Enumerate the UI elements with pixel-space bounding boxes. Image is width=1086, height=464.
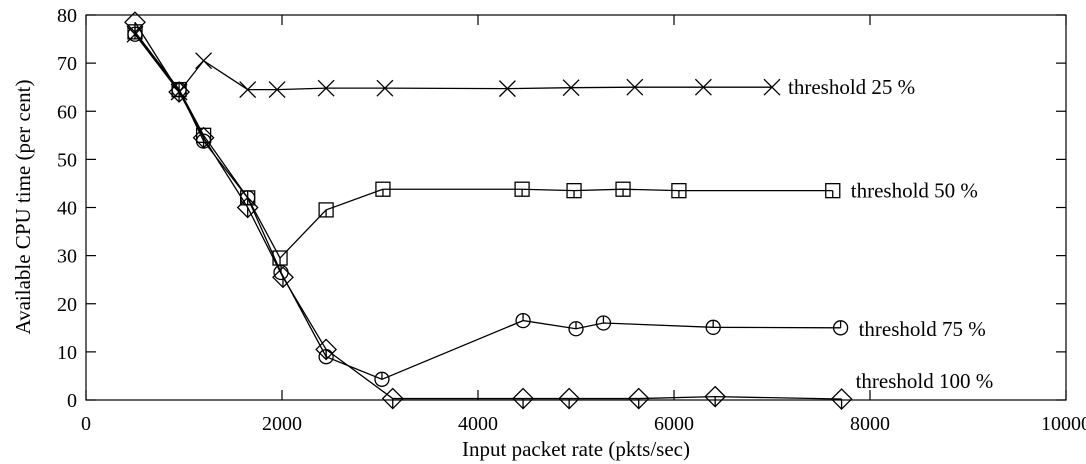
circle-marker <box>374 371 390 387</box>
series-label: threshold 100 % <box>856 369 994 393</box>
diamond-marker <box>627 387 650 410</box>
series-markers <box>124 11 853 410</box>
square-marker <box>825 183 841 199</box>
x-marker <box>239 81 257 99</box>
square-marker <box>566 183 582 199</box>
y-tick-label: 0 <box>67 390 77 412</box>
diamond-marker <box>272 266 294 289</box>
y-tick-label: 20 <box>57 294 77 316</box>
x-marker <box>268 81 286 99</box>
square-marker <box>671 183 687 199</box>
series-line <box>134 33 772 94</box>
plot-frame <box>85 14 1067 401</box>
square-marker <box>615 181 631 197</box>
diamond-marker <box>704 385 727 408</box>
x-tick-label: 10000 <box>1041 413 1086 435</box>
circle-marker <box>515 312 531 329</box>
diamond-marker <box>830 388 853 410</box>
diamond-marker <box>168 81 191 103</box>
y-tick-label: 50 <box>57 149 77 171</box>
circle-marker <box>568 321 584 337</box>
y-tick-label: 30 <box>57 246 77 268</box>
x-tick-label: 8000 <box>850 413 890 435</box>
y-tick-label: 60 <box>57 101 77 123</box>
square-marker <box>375 181 391 197</box>
square-marker <box>514 181 530 197</box>
x-tick-label: 6000 <box>654 413 694 435</box>
x-tick-label: 0 <box>81 413 91 435</box>
series-label: threshold 75 % <box>859 317 986 341</box>
circle-marker <box>595 315 612 331</box>
y-tick-label: 40 <box>57 198 77 220</box>
x-marker <box>694 78 712 96</box>
circle-marker <box>705 319 721 335</box>
diamond-marker <box>558 387 581 410</box>
x-tick-label: 4000 <box>458 413 498 435</box>
x-marker <box>317 79 335 97</box>
series-labels: threshold 25 % threshold 50 % threshold 75… <box>788 75 993 393</box>
x-marker <box>562 79 580 97</box>
x-marker <box>498 80 516 98</box>
y-tick-label: 70 <box>57 53 77 75</box>
series-line <box>134 33 841 381</box>
circle-marker <box>832 320 849 336</box>
diamond-marker <box>315 338 338 361</box>
x-marker <box>626 78 644 96</box>
x-marker <box>376 79 394 97</box>
circle-marker <box>273 264 289 281</box>
diamond-marker <box>124 11 146 34</box>
y-tick-label: 80 <box>57 5 77 27</box>
diamond-marker <box>381 387 404 410</box>
series-label: threshold 50 % <box>851 179 978 203</box>
series-line <box>134 31 833 260</box>
x-axis-label: Input packet rate (pkts/sec) <box>462 437 690 461</box>
x-tick-label: 2000 <box>262 413 302 435</box>
x-marker <box>763 78 781 96</box>
series-line <box>134 21 842 400</box>
series-label: threshold 25 % <box>788 75 915 99</box>
diamond-marker <box>236 196 259 219</box>
diamond-marker <box>192 126 215 149</box>
y-tick-label: 10 <box>57 342 77 364</box>
y-axis-label: Available CPU time (per cent) <box>11 79 35 334</box>
x-marker <box>195 52 213 70</box>
diamond-marker <box>512 387 534 410</box>
square-marker <box>318 202 334 218</box>
axis-ticks: 0 2000 4000 6000 8000 10000 0 10 20 30 40 50 60 70 80 <box>57 5 1086 435</box>
